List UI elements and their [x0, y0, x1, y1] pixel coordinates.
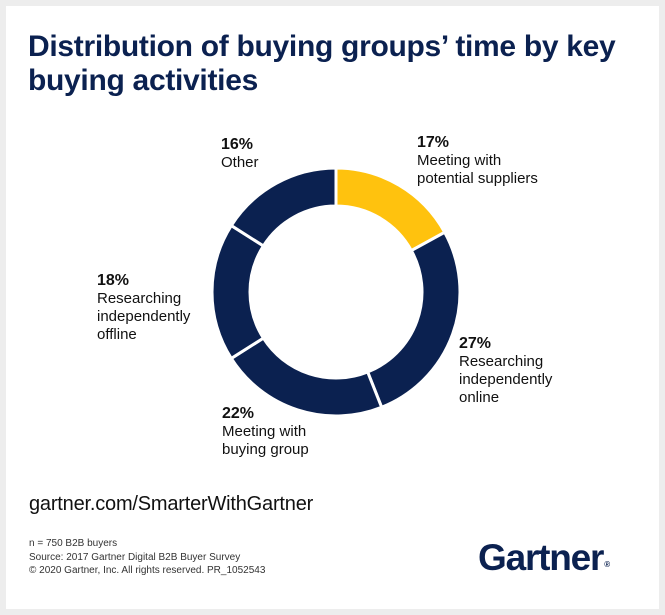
slice-description: Other [221, 154, 259, 171]
infographic-card [6, 6, 659, 609]
slice-description: Researching independently offline [97, 290, 191, 343]
gartner-logo: Gartner® [478, 537, 611, 578]
source-note: Source: 2017 Gartner Digital B2B Buyer S… [29, 551, 241, 563]
slice-percent: 27% [459, 335, 492, 352]
donut-slice-other [229, 166, 338, 248]
slice-percent: 18% [97, 272, 130, 289]
copyright-note: © 2020 Gartner, Inc. All rights reserved… [29, 565, 266, 576]
slice-label-other: 16% Other [221, 135, 259, 172]
slice-percent: 16% [221, 136, 254, 153]
slice-label-meeting-potential-suppliers: 17% Meeting with potential suppliers [417, 133, 538, 188]
footnotes: n = 750 B2B buyers Source: 2017 Gartner … [29, 537, 265, 578]
sample-size-note: n = 750 B2B buyers [29, 538, 118, 549]
slice-description: Meeting with potential suppliers [417, 152, 538, 187]
donut-slice-researching-independently-online [365, 230, 462, 410]
slice-percent: 17% [417, 134, 450, 151]
slice-label-researching-offline: 18% Researching independently offline [97, 271, 190, 344]
slice-description: Researching independently online [459, 353, 553, 406]
source-url[interactable]: gartner.com/SmarterWithGartner [29, 493, 314, 515]
slice-label-researching-online: 27% Researching independently online [459, 334, 552, 407]
chart-title: Distribution of buying groups’ time by k… [28, 30, 616, 97]
slice-description: Meeting with buying group [222, 423, 309, 458]
donut-slice-researching-independently-offline [210, 223, 266, 361]
slice-label-meeting-buying-group: 22% Meeting with buying group [222, 404, 309, 459]
slice-percent: 22% [222, 405, 255, 422]
